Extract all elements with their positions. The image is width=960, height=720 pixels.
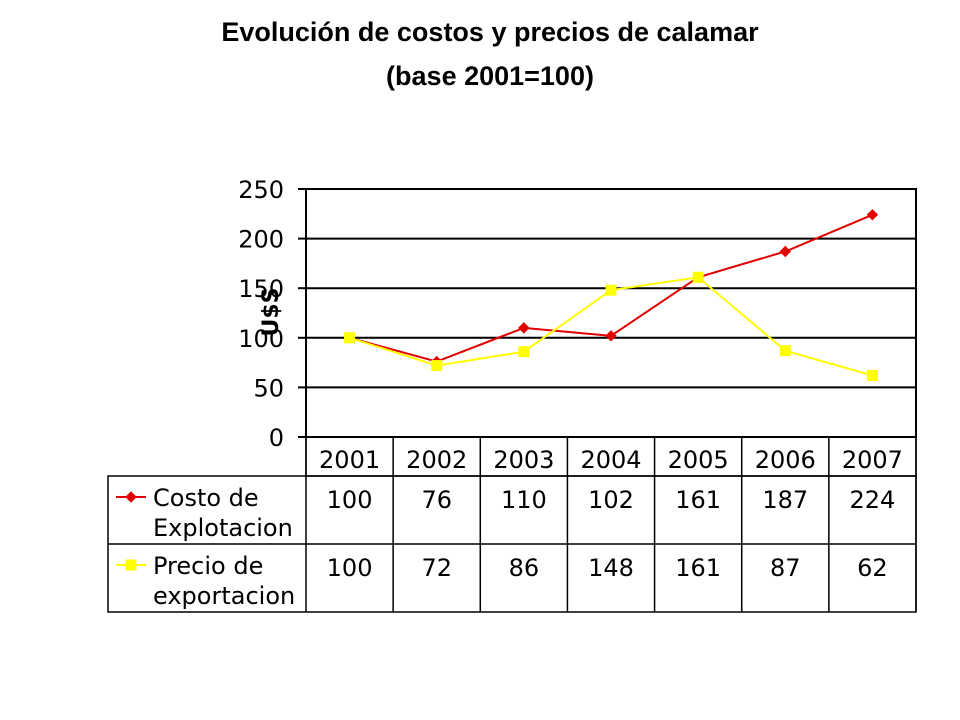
grid-lines (305, 188, 917, 438)
data-point (692, 271, 704, 283)
x-category-label: 2001 (319, 446, 380, 474)
plot-area (305, 188, 917, 438)
table-value: 100 (327, 554, 373, 582)
table-value: 86 (509, 554, 540, 582)
y-axis-label: U$S (259, 287, 284, 336)
legend-label: Explotacion (153, 514, 293, 542)
y-tick-label: 0 (269, 424, 284, 452)
legend-key-marker (125, 559, 137, 571)
table-value: 102 (588, 486, 634, 514)
x-category-label: 2004 (580, 446, 641, 474)
table-value: 76 (421, 486, 452, 514)
table-value: 62 (857, 554, 888, 582)
legend-label: exportacion (153, 582, 295, 610)
data-point (866, 369, 878, 381)
legend-key-marker (125, 491, 137, 503)
chart-subtitle: (base 2001=100) (386, 61, 594, 91)
y-tick-label: 200 (238, 226, 284, 254)
y-tick-label: 150 (238, 275, 284, 303)
x-category-label: 2003 (493, 446, 554, 474)
x-category-label: 2002 (406, 446, 467, 474)
y-tick-label: 100 (238, 325, 284, 353)
data-point (605, 330, 617, 342)
chart-title: Evolución de costos y precios de calamar (221, 17, 759, 47)
x-category-label: 2005 (668, 446, 729, 474)
data-point (779, 345, 791, 357)
x-category-label: 2007 (842, 446, 903, 474)
data-point (518, 346, 530, 358)
table-value: 72 (421, 554, 452, 582)
data-point (431, 360, 443, 372)
data-point (344, 332, 356, 344)
table-value: 224 (850, 486, 896, 514)
data-point (779, 245, 791, 258)
series-layer (343, 209, 879, 381)
legend-label: Precio de (153, 552, 263, 580)
data-point (605, 284, 617, 296)
x-category-label: 2006 (755, 446, 816, 474)
data-point (866, 209, 879, 221)
data-table: 2001 2002 2003 2004 2005 2006 2007 100 76 110 102 1… (107, 436, 917, 613)
data-point (518, 322, 530, 334)
axes: 0 50 100 150 200 250 U$S (238, 176, 306, 452)
legend-label: Costo de (153, 484, 259, 512)
table-value: 110 (501, 486, 547, 514)
table-value: 161 (675, 554, 721, 582)
table-value: 87 (770, 554, 801, 582)
table-value: 100 (327, 486, 373, 514)
table-value: 187 (762, 486, 808, 514)
y-tick-label: 50 (253, 374, 284, 402)
table-value: 148 (588, 554, 634, 582)
table-value: 161 (675, 486, 721, 514)
y-tick-label: 250 (238, 176, 284, 204)
